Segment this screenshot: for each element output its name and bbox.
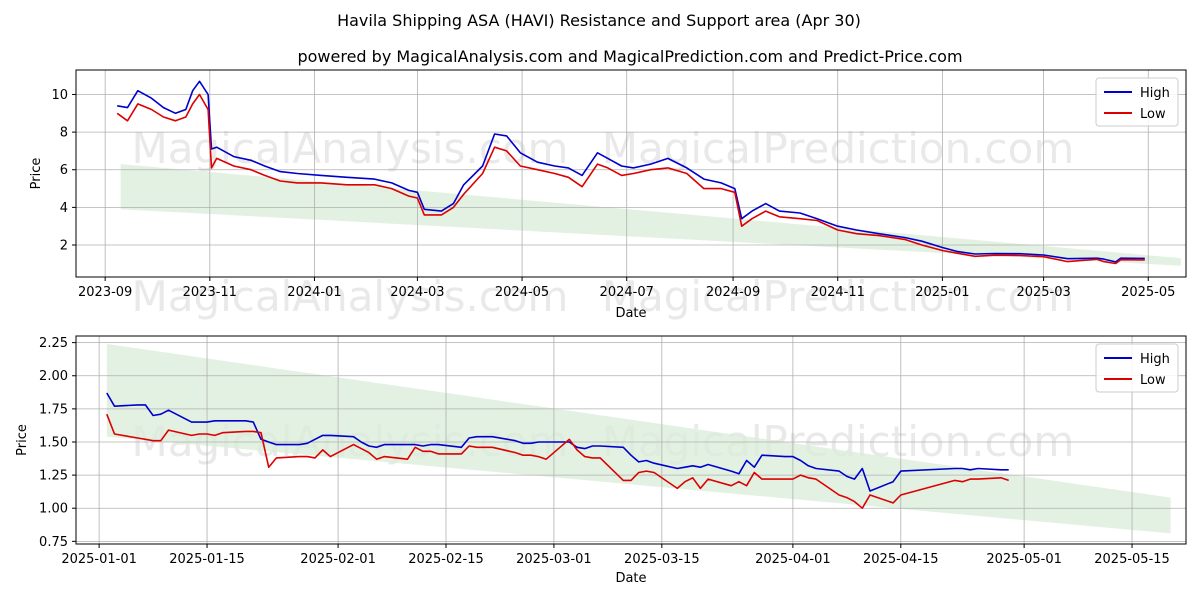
y-tick-label: 1.25 [39,469,68,484]
y-tick-label: 1.00 [39,502,68,517]
plot-frame [75,69,1187,278]
legend-label-low: Low [1140,373,1166,388]
x-tick-label: 2024-05 [495,285,549,300]
y-tick-label: 1.50 [39,435,68,450]
top-chart-panel: MagicalAnalysis.com MagicalPrediction.com… [29,69,1187,321]
x-axis-label: Date [615,571,646,586]
x-tick-label: 2023-09 [78,285,132,300]
x-tick-label: 2024-09 [706,285,760,300]
series-line-high [117,80,1145,263]
watermark-text: MagicalAnalysis.com [132,124,569,173]
x-tick-label: 2025-05 [1121,285,1175,300]
x-tick-label: 2023-11 [183,285,237,300]
x-tick-label: 2025-05-01 [986,552,1062,567]
y-axis-label: Price [15,424,30,456]
y-axis-label: Price [29,158,44,190]
x-tick-label: 2025-03-15 [624,552,700,567]
y-tick-label: 2 [60,239,68,254]
x-tick-label: 2025-04-01 [755,552,831,567]
y-tick-label: 2.00 [39,369,68,384]
x-tick-label: 2025-02-15 [408,552,484,567]
x-tick-label: 2025-03-01 [516,552,592,567]
x-tick-label: 2025-04-15 [863,552,939,567]
legend-label-high: High [1140,352,1170,367]
y-tick-label: 2.25 [39,336,68,351]
x-tick-label: 2025-03 [1016,285,1070,300]
chart-subtitle: powered by MagicalAnalysis.com and Magic… [297,47,962,66]
x-tick-label: 2025-05-15 [1094,552,1170,567]
watermark-text: MagicalAnalysis.com [132,272,569,321]
y-tick-label: 6 [60,163,68,178]
x-tick-label: 2025-02-01 [300,552,376,567]
legend: High Low [1095,77,1179,127]
legend-label-high: High [1140,86,1170,101]
x-tick-label: 2025-01-01 [61,552,137,567]
x-tick-label: 2024-07 [600,285,654,300]
series-line-low [116,93,1145,265]
chart-title: Havila Shipping ASA (HAVI) Resistance an… [337,11,861,30]
x-tick-label: 2024-01 [287,285,341,300]
support-resistance-band [106,343,1171,534]
y-tick-label: 0.75 [39,535,68,550]
y-tick-label: 4 [60,201,68,216]
plot-frame [75,335,1187,545]
y-tick-label: 1.75 [39,402,68,417]
x-tick-label: 2024-11 [811,285,865,300]
legend-label-low: Low [1140,107,1166,122]
y-tick-label: 8 [60,126,68,141]
y-tick-label: 10 [51,88,68,103]
legend: High Low [1095,343,1179,393]
x-tick-label: 2025-01 [915,285,969,300]
bottom-chart-panel: MagicalAnalysis.comMagicalPrediction.com… [15,335,1187,586]
series-line-high [106,392,1009,492]
x-tick-label: 2024-03 [390,285,444,300]
series-line-low [106,413,1009,509]
x-axis-label: Date [615,306,646,321]
x-tick-label: 2025-01-15 [169,552,245,567]
support-resistance-band [120,164,1181,266]
